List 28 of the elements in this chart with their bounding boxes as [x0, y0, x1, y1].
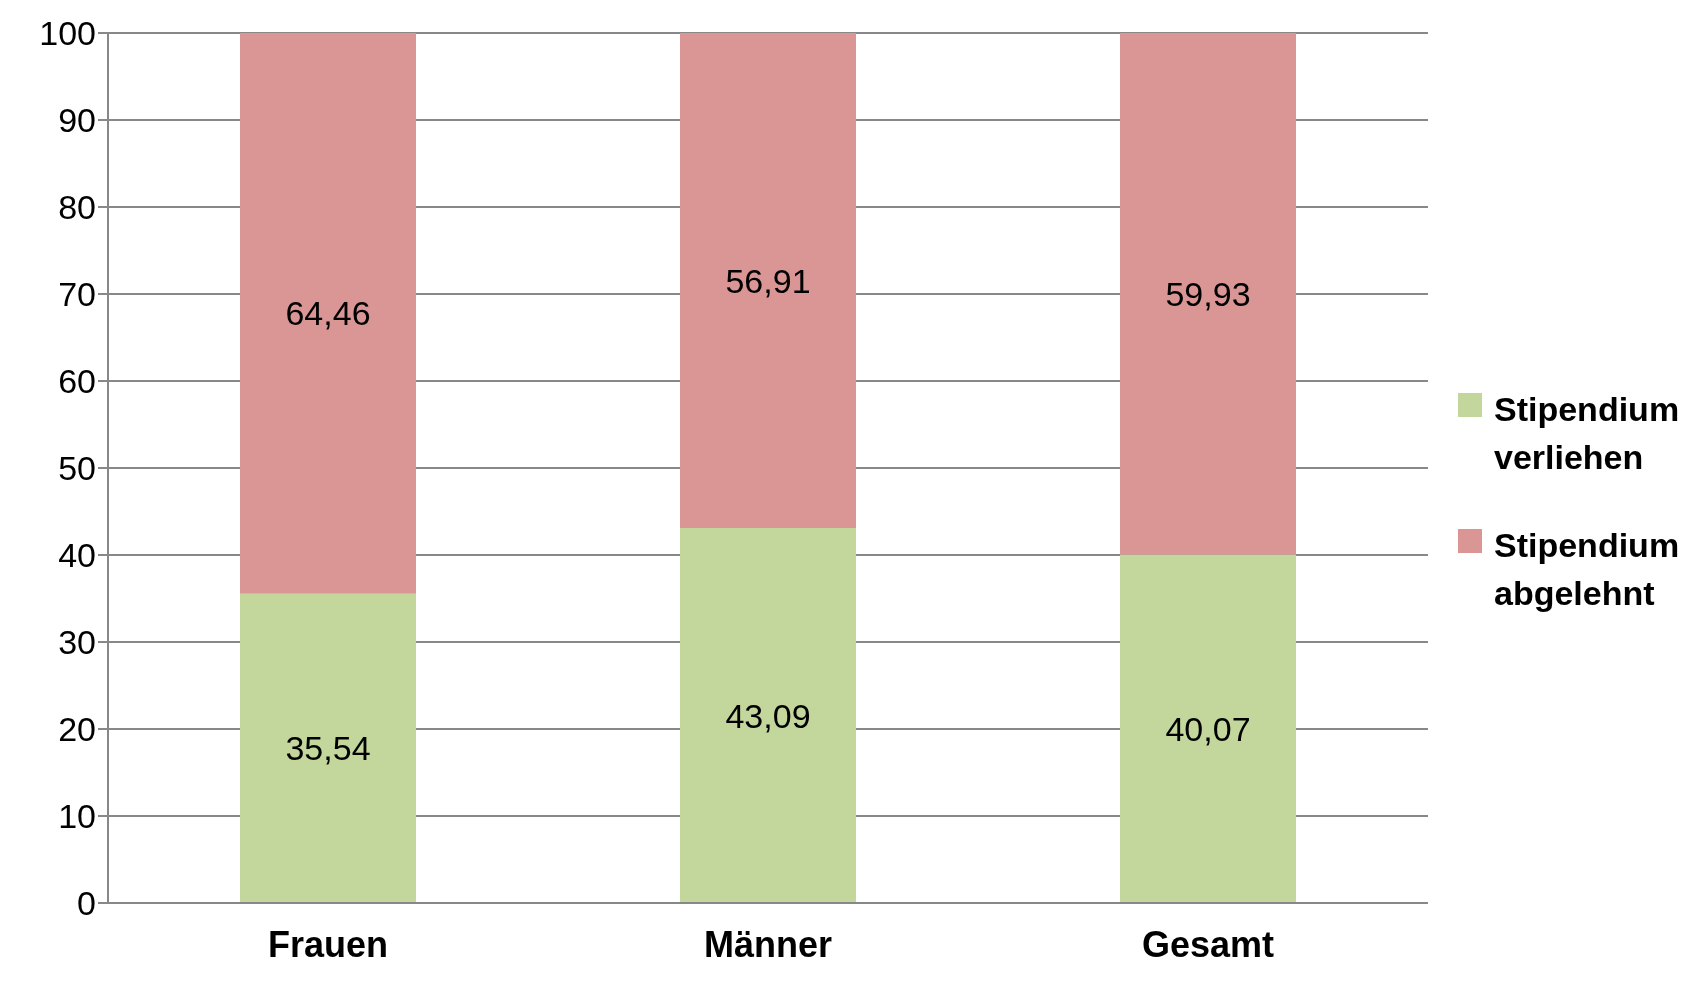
y-tick-label: 70 — [58, 275, 96, 314]
x-tick-label: Gesamt — [1141, 923, 1275, 965]
data-label: 40,07 — [1165, 709, 1251, 748]
bar — [240, 33, 416, 594]
data-label: 59,93 — [1165, 274, 1251, 313]
y-tick-label: 10 — [58, 797, 96, 836]
legend-label: Stipendium verliehen — [1494, 388, 1680, 478]
bar — [1120, 33, 1296, 555]
y-tick-label: 40 — [58, 536, 96, 575]
bar — [680, 33, 856, 529]
bar — [1120, 554, 1296, 903]
y-tick-label: 20 — [58, 710, 96, 749]
data-label: 35,54 — [285, 729, 371, 768]
y-tick-label: 60 — [58, 362, 96, 401]
legend-label: Stipendium abgelehnt — [1494, 524, 1680, 614]
y-tick-label: 50 — [58, 449, 96, 488]
x-tick-label: Männer — [703, 923, 833, 965]
y-tick-label: 30 — [58, 623, 96, 662]
x-tick-label: Frauen — [267, 923, 389, 965]
data-label: 56,91 — [725, 261, 811, 300]
y-tick-label: 100 — [39, 14, 96, 53]
y-tick-label: 90 — [58, 101, 96, 140]
y-tick-label: 80 — [58, 188, 96, 227]
bar — [680, 528, 856, 903]
bar — [240, 593, 416, 903]
y-tick-label: 0 — [77, 884, 96, 923]
data-label: 64,46 — [285, 294, 371, 333]
data-label: 43,09 — [725, 696, 811, 735]
